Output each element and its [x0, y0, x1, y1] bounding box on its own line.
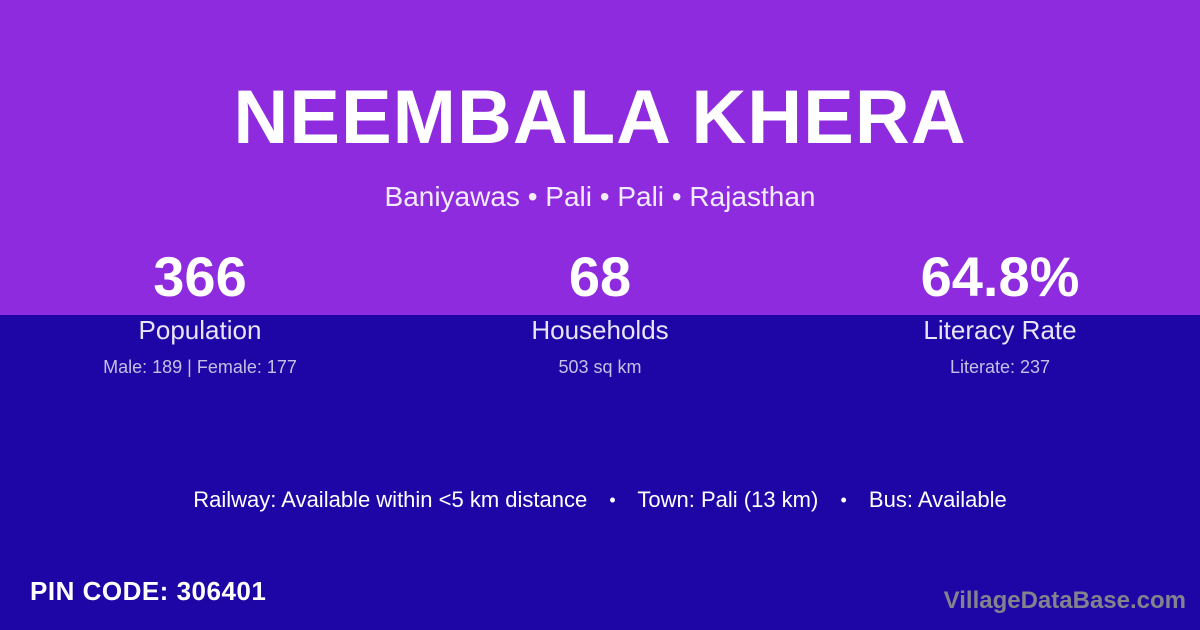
stat-literacy-rate: 64.8% Literacy Rate Literate: 237	[800, 244, 1200, 378]
population-detail: Male: 189 | Female: 177	[103, 357, 297, 377]
railway-info: Railway: Available within <5 km distance	[193, 487, 588, 512]
population-value: 366	[153, 245, 247, 308]
households-value: 68	[568, 245, 632, 308]
bullet-separator: •	[609, 490, 616, 510]
village-title: NEEMBALA KHERA	[233, 75, 967, 160]
stat-households: 68 Households 503 sq km	[400, 244, 800, 378]
transport-info-line: Railway: Available within <5 km distance…	[0, 486, 1200, 514]
stats-row: 366 Population Male: 189 | Female: 177 6…	[0, 244, 1200, 378]
bus-info: Bus: Available	[868, 487, 1007, 512]
bottom-background	[0, 315, 1200, 630]
households-label: Households	[531, 315, 669, 345]
households-detail: 503 sq km	[558, 357, 642, 377]
watermark-brand: VillageDataBase.com	[943, 587, 1186, 614]
bullet-separator: •	[840, 490, 847, 510]
literacy-value: 64.8%	[920, 245, 1080, 308]
literacy-detail: Literate: 237	[949, 357, 1051, 377]
stat-population: 366 Population Male: 189 | Female: 177	[0, 244, 400, 378]
village-location-breadcrumb: Baniyawas • Pali • Pali • Rajasthan	[384, 181, 816, 212]
top-background	[0, 0, 1200, 315]
population-label: Population	[138, 315, 262, 345]
pin-code-text: PIN CODE: 306401	[30, 576, 267, 606]
town-info: Town: Pali (13 km)	[637, 487, 819, 512]
literacy-label: Literacy Rate	[923, 315, 1077, 345]
